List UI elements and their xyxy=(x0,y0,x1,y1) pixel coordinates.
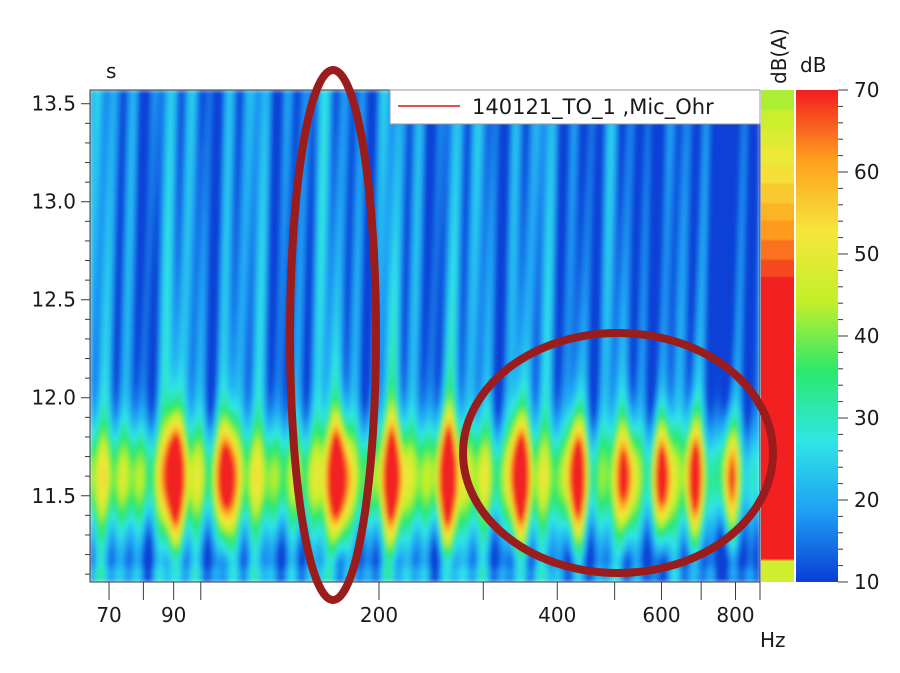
colorbar: dB 10 20 30 40 50 60 70 xyxy=(796,53,879,594)
x-tick-label: 800 xyxy=(716,603,754,627)
colorbar-tick-label: 20 xyxy=(854,488,879,512)
annotations xyxy=(286,66,777,604)
y-tick-label: 12.0 xyxy=(31,386,76,410)
annotation-ellipse-narrowband xyxy=(286,66,380,604)
x-axis-unit: Hz xyxy=(760,628,786,652)
colorbar-unit: dB xyxy=(800,53,826,77)
colorbar-tick-label: 30 xyxy=(854,406,879,430)
level-bar: dB(A) xyxy=(761,28,794,582)
legend-label: 140121_TO_1 ,Mic_Ohr xyxy=(472,95,714,120)
x-tick-label: 70 xyxy=(96,603,121,627)
y-tick-label: 13.0 xyxy=(31,190,76,214)
x-tick-label: 90 xyxy=(161,603,186,627)
level-bar-image xyxy=(761,90,794,582)
x-axis: 70 90 200 400 600 800 xyxy=(90,581,761,627)
colorbar-tick-label: 50 xyxy=(854,242,879,266)
colorbar-image xyxy=(796,90,838,582)
annotation-ellipse-harmonics xyxy=(459,329,777,577)
y-tick-label: 13.5 xyxy=(31,92,76,116)
y-axis-unit: s xyxy=(106,59,116,83)
x-tick-label: 600 xyxy=(642,603,680,627)
colorbar-ticks: 10 20 30 40 50 60 70 xyxy=(838,78,879,594)
colorbar-tick-label: 40 xyxy=(854,324,879,348)
y-tick-label: 11.5 xyxy=(31,484,76,508)
x-tick-label: 400 xyxy=(538,603,576,627)
x-tick-label: 200 xyxy=(360,603,398,627)
colorbar-tick-label: 10 xyxy=(854,570,879,594)
colorbar-tick-label: 60 xyxy=(854,160,879,184)
y-tick-label: 12.5 xyxy=(31,288,76,312)
legend: 140121_TO_1 ,Mic_Ohr xyxy=(389,89,761,125)
colorbar-tick-label: 70 xyxy=(854,78,879,102)
y-axis: 11.5 12.0 12.5 13.0 13.5 xyxy=(31,90,91,582)
level-bar-unit: dB(A) xyxy=(767,28,791,84)
